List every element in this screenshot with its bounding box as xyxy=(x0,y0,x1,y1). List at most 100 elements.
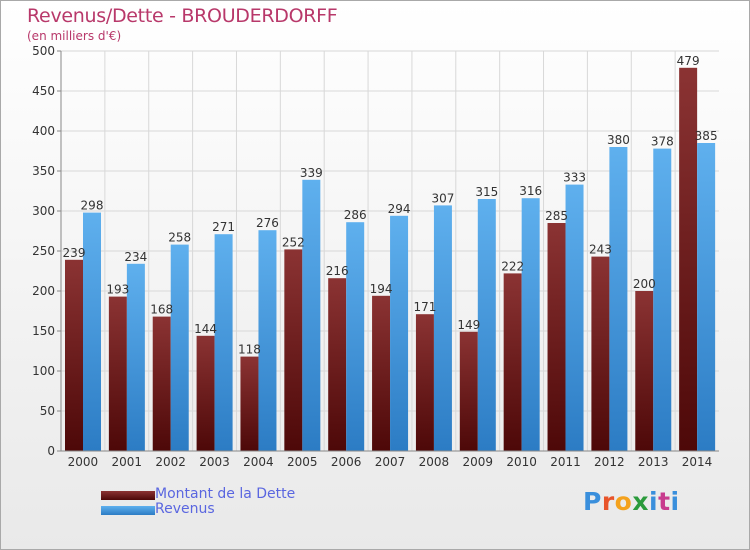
data-label-dette: 144 xyxy=(194,322,217,336)
data-label-revenus: 339 xyxy=(300,166,323,180)
x-tick-label: 2011 xyxy=(550,455,581,469)
y-tick-label: 200 xyxy=(32,284,55,298)
bar-dette xyxy=(284,249,303,451)
data-label-revenus: 286 xyxy=(344,208,367,222)
data-label-revenus: 294 xyxy=(388,202,411,216)
x-tick-label: 2003 xyxy=(199,455,230,469)
bar-revenus xyxy=(83,212,101,451)
y-tick-label: 300 xyxy=(32,204,55,218)
data-label-revenus: 380 xyxy=(607,133,630,147)
y-tick-label: 350 xyxy=(32,164,55,178)
x-tick-label: 2008 xyxy=(419,455,450,469)
x-tick-label: 2013 xyxy=(638,455,669,469)
x-tick-label: 2012 xyxy=(594,455,625,469)
bar-revenus xyxy=(609,147,628,451)
bar-revenus xyxy=(433,205,452,451)
logo-letter: i xyxy=(670,487,680,516)
logo-letter: r xyxy=(601,487,615,516)
bar-revenus xyxy=(126,263,145,451)
data-label-dette: 193 xyxy=(106,283,129,297)
bar-revenus xyxy=(346,222,365,451)
bar-dette xyxy=(372,295,391,451)
bar-revenus xyxy=(390,215,409,451)
logo-letter: P xyxy=(583,487,602,516)
bar-dette xyxy=(328,278,347,451)
data-label-revenus: 378 xyxy=(651,135,674,149)
x-tick-label: 2006 xyxy=(331,455,362,469)
data-label-dette: 118 xyxy=(238,343,261,357)
logo-letter: o xyxy=(614,487,633,516)
bar-revenus xyxy=(302,179,321,452)
y-tick-label: 100 xyxy=(32,364,55,378)
x-tick-label: 2009 xyxy=(462,455,493,469)
bar-revenus xyxy=(653,148,672,451)
data-label-dette: 239 xyxy=(63,246,86,260)
x-tick-label: 2014 xyxy=(682,455,713,469)
y-tick-label: 500 xyxy=(32,44,55,58)
bar-dette xyxy=(635,291,654,451)
legend-label-debt: Montant de la Dette xyxy=(155,486,296,502)
legend-label-revenus: Revenus xyxy=(155,501,215,517)
data-label-dette: 285 xyxy=(545,209,568,223)
data-label-revenus: 315 xyxy=(475,185,498,199)
data-label-revenus: 271 xyxy=(212,220,235,234)
y-tick-label: 250 xyxy=(32,244,55,258)
bar-dette xyxy=(503,273,522,451)
bar-dette xyxy=(591,256,610,451)
bar-dette xyxy=(196,335,215,451)
data-label-revenus: 316 xyxy=(519,184,542,198)
y-tick-label: 400 xyxy=(32,124,55,138)
axes: 0 50 100 150 200 250 300 350 400 450 500 2000 2001 20… xyxy=(32,44,719,469)
bar-dette xyxy=(679,67,698,452)
legend-swatch-debt xyxy=(101,491,155,500)
data-label-dette: 149 xyxy=(457,318,480,332)
bar-revenus xyxy=(521,198,540,451)
legend-swatch-revenus xyxy=(101,506,155,515)
data-label-dette: 168 xyxy=(150,303,173,317)
bar-revenus xyxy=(258,230,277,451)
bar-dette xyxy=(459,331,478,451)
logo-letter: t xyxy=(658,487,671,516)
x-tick-label: 2001 xyxy=(112,455,143,469)
x-tick-label: 2005 xyxy=(287,455,318,469)
x-tick-label: 2007 xyxy=(375,455,406,469)
y-tick-label: 50 xyxy=(40,404,55,418)
data-label-dette: 222 xyxy=(501,259,524,273)
data-label-revenus: 307 xyxy=(431,191,454,205)
bar-revenus xyxy=(477,199,496,451)
bar-dette xyxy=(547,223,566,451)
y-tick-label: 150 xyxy=(32,324,55,338)
data-label-dette: 171 xyxy=(413,300,436,314)
data-label-dette: 243 xyxy=(589,243,612,257)
data-label-dette: 200 xyxy=(633,277,656,291)
chart-title: Revenus/Dette - BROUDERDORFF xyxy=(27,5,338,27)
data-label-revenus: 298 xyxy=(81,199,104,213)
data-label-revenus: 234 xyxy=(124,250,147,264)
logo-letter: i xyxy=(649,487,659,516)
data-label-revenus: 258 xyxy=(168,231,191,245)
bar-revenus xyxy=(170,244,189,451)
x-tick-label: 2004 xyxy=(243,455,274,469)
x-tick-label: 2010 xyxy=(506,455,537,469)
bar-dette xyxy=(415,314,434,451)
bar-dette xyxy=(108,296,127,451)
data-label-dette: 194 xyxy=(370,282,393,296)
data-label-revenus: 385 xyxy=(695,129,718,143)
chart-subtitle: (en milliers d'€) xyxy=(27,29,122,43)
x-tick-label: 2002 xyxy=(155,455,186,469)
bar-dette xyxy=(240,356,259,451)
data-label-dette: 252 xyxy=(282,235,305,249)
data-label-revenus: 333 xyxy=(563,171,586,185)
x-tick-label: 2000 xyxy=(68,455,99,469)
y-tick-label: 450 xyxy=(32,84,55,98)
bar-dette xyxy=(152,316,171,451)
data-label-dette: 479 xyxy=(677,54,700,68)
bar-revenus xyxy=(565,184,584,451)
bar-revenus xyxy=(214,234,233,451)
bars xyxy=(65,67,716,452)
data-label-dette: 216 xyxy=(326,264,349,278)
bar-dette xyxy=(65,259,83,451)
